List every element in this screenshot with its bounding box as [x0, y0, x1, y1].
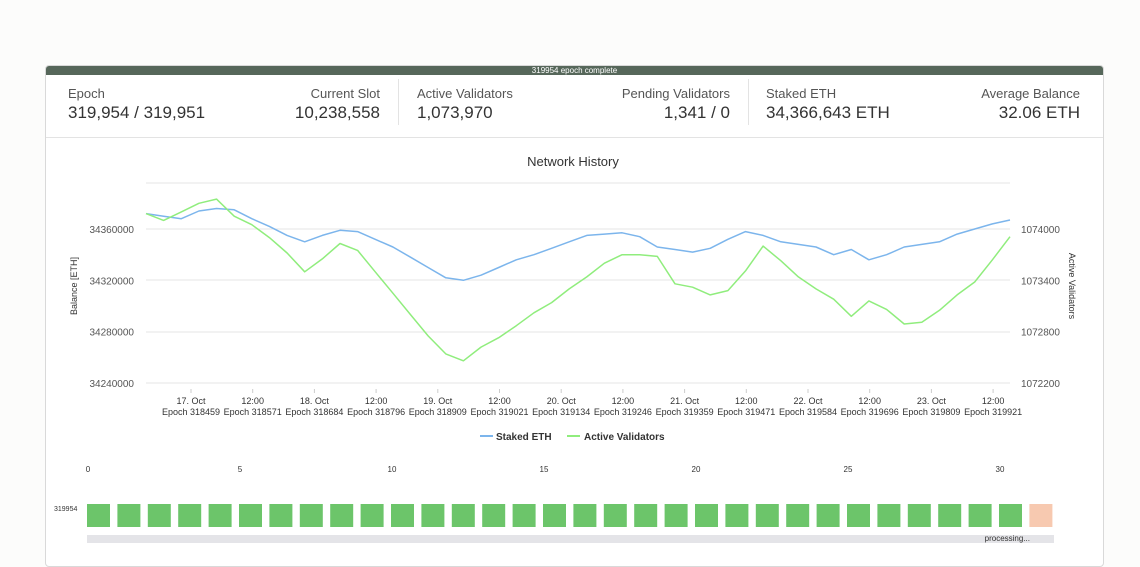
stat-average-balance-label: Average Balance: [981, 86, 1080, 101]
stats-divider: [398, 79, 399, 125]
stat-validators: Active Validators 1,073,970 Pending Vali…: [417, 75, 730, 137]
stat-staked-eth-label: Staked ETH: [766, 86, 837, 101]
stat-epoch-label: Epoch: [68, 86, 105, 101]
stat-staked-eth-value: 34,366,643 ETH: [766, 103, 890, 122]
stat-active-validators-label: Active Validators: [417, 86, 513, 101]
stat-epoch: Epoch 319,954 / 319,951 Current Slot 10,…: [68, 75, 380, 137]
network-stats-bar: Epoch 319,954 / 319,951 Current Slot 10,…: [46, 75, 1103, 138]
epoch-status-banner: 319954 epoch complete: [46, 66, 1103, 75]
stat-pending-validators-label: Pending Validators: [621, 86, 730, 101]
stat-average-balance-value: 32.06 ETH: [998, 103, 1080, 122]
stat-current-slot-label: Current Slot: [310, 86, 380, 101]
stat-current-slot-value: 10,238,558: [294, 103, 380, 122]
stat-active-validators-value: 1,073,970: [417, 103, 493, 122]
stat-balances: Staked ETH 34,366,643 ETH Average Balanc…: [766, 75, 1080, 137]
stat-pending-validators-value: 1,341 / 0: [663, 103, 730, 122]
stats-divider: [748, 79, 749, 125]
stat-epoch-value: 319,954 / 319,951: [68, 103, 206, 122]
network-dashboard-card: 319954 epoch complete Epoch 319,954 / 31…: [45, 65, 1104, 567]
